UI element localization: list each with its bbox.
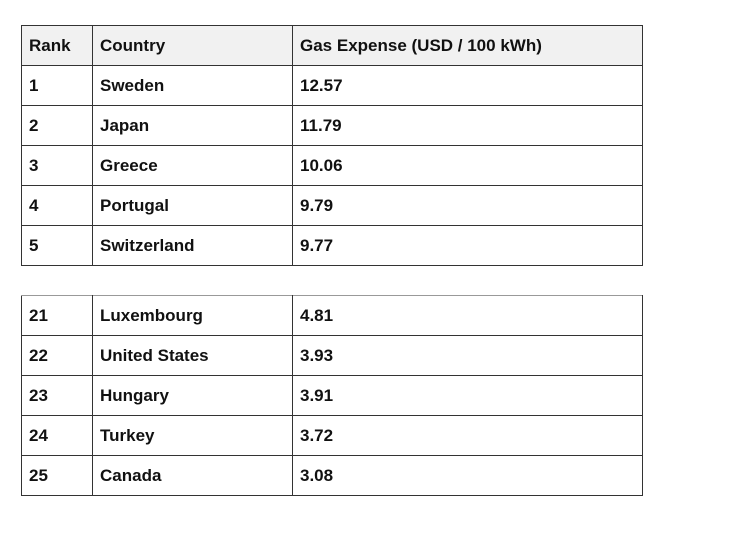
country-cell: Canada [92,455,293,496]
gas-expense-cell: 9.79 [292,185,643,226]
country-cell: Japan [92,105,293,146]
gas-expense-cell: 12.57 [292,65,643,106]
country-cell: United States [92,335,293,376]
gas-expense-cell: 10.06 [292,145,643,186]
column-header: Rank [21,25,93,66]
rank-cell: 3 [21,145,93,186]
country-cell: Turkey [92,415,293,456]
rank-cell: 21 [21,295,93,336]
rank-cell: 24 [21,415,93,456]
gas-expense-cell: 3.93 [292,335,643,376]
table-row: 4 Portugal 9.79 [21,185,643,226]
gas-expense-cell: 9.77 [292,225,643,266]
table-row: 1 Sweden 12.57 [21,65,643,106]
rank-cell: 2 [21,105,93,146]
gas-expense-cell: 11.79 [292,105,643,146]
top-table: Rank Country Gas Expense (USD / 100 kWh) 1… [21,25,643,266]
table-row: 2 Japan 11.79 [21,105,643,146]
country-cell: Hungary [92,375,293,416]
table-row: 25 Canada 3.08 [21,455,643,496]
country-cell: Sweden [92,65,293,106]
gas-expense-cell: 3.91 [292,375,643,416]
table-row: 23 Hungary 3.91 [21,375,643,416]
table-row: 5 Switzerland 9.77 [21,225,643,266]
country-cell: Greece [92,145,293,186]
header-row: Rank Country Gas Expense (USD / 100 kWh) [21,25,643,66]
rank-cell: 5 [21,225,93,266]
bottom-table: 21 Luxembourg 4.81 22 United States 3.93 23 Hun… [21,295,643,496]
gas-expense-cell: 3.08 [292,455,643,496]
rank-cell: 1 [21,65,93,106]
table-row: 21 Luxembourg 4.81 [21,295,643,336]
column-header: Gas Expense (USD / 100 kWh) [292,25,643,66]
column-header: Country [92,25,293,66]
country-cell: Luxembourg [92,295,293,336]
country-cell: Switzerland [92,225,293,266]
table-row: 24 Turkey 3.72 [21,415,643,456]
rank-cell: 22 [21,335,93,376]
gas-expense-cell: 4.81 [292,295,643,336]
rank-cell: 4 [21,185,93,226]
table-row: 3 Greece 10.06 [21,145,643,186]
gas-expense-cell: 3.72 [292,415,643,456]
rank-cell: 25 [21,455,93,496]
table-row: 22 United States 3.93 [21,335,643,376]
rank-cell: 23 [21,375,93,416]
country-cell: Portugal [92,185,293,226]
